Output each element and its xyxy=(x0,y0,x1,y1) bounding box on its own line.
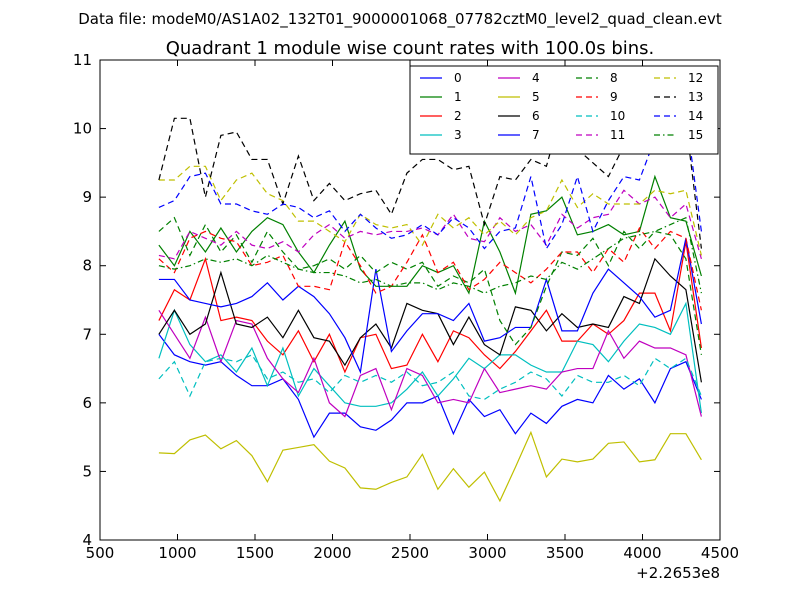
y-tick-label: 6 xyxy=(82,394,92,412)
y-tick-label: 8 xyxy=(82,257,92,275)
legend-label-3: 3 xyxy=(454,128,462,142)
legend-label-5: 5 xyxy=(532,90,540,104)
legend-label-1: 1 xyxy=(454,90,462,104)
x-tick-label: 3500 xyxy=(546,544,584,562)
series-line-1 xyxy=(158,174,702,296)
y-tick-label: 11 xyxy=(73,51,92,69)
legend-label-13: 13 xyxy=(688,90,703,104)
x-axis-offset-label: +2.2653e8 xyxy=(636,564,720,582)
x-tick-label: 500 xyxy=(86,544,115,562)
series-line-10 xyxy=(158,354,702,401)
series-line-7 xyxy=(158,238,702,375)
legend-label-9: 9 xyxy=(610,90,618,104)
legend-label-2: 2 xyxy=(454,109,462,123)
series-line-14 xyxy=(158,113,702,251)
x-tick-label: 1000 xyxy=(158,544,196,562)
legend-label-8: 8 xyxy=(610,71,618,85)
y-tick-label: 7 xyxy=(82,325,92,343)
series-line-13 xyxy=(158,109,702,249)
series-line-8 xyxy=(158,216,702,355)
series-line-5 xyxy=(158,430,702,503)
series-line-6 xyxy=(158,257,702,383)
x-tick-label: 3000 xyxy=(468,544,506,562)
legend-label-12: 12 xyxy=(688,71,703,85)
series-line-9 xyxy=(158,226,702,311)
legend-label-11: 11 xyxy=(610,128,625,142)
legend-label-10: 10 xyxy=(610,109,625,123)
x-tick-label: 1500 xyxy=(236,544,274,562)
series-line-3 xyxy=(158,301,702,414)
y-tick-label: 10 xyxy=(73,120,92,138)
series-line-4 xyxy=(158,309,702,418)
legend-label-14: 14 xyxy=(688,109,703,123)
series-layer xyxy=(158,109,702,503)
series-line-2 xyxy=(158,241,702,374)
y-tick-label: 5 xyxy=(82,462,92,480)
x-tick-label: 4000 xyxy=(623,544,661,562)
series-line-12 xyxy=(158,165,702,256)
series-line-15 xyxy=(158,216,702,294)
y-tick-label: 9 xyxy=(82,188,92,206)
legend-label-6: 6 xyxy=(532,109,540,123)
legend-label-15: 15 xyxy=(688,128,703,142)
x-tick-label: 2500 xyxy=(391,544,429,562)
x-tick-label: 2000 xyxy=(313,544,351,562)
x-tick-label: 4500 xyxy=(701,544,739,562)
chart-title: Quadrant 1 module wise count rates with … xyxy=(166,38,655,59)
legend-label-7: 7 xyxy=(532,128,540,142)
x-axis: 500 1000 1500 2000 2500 3000 3500 4000 4500 xyxy=(86,60,739,562)
series-line-11 xyxy=(158,189,702,260)
legend-label-0: 0 xyxy=(454,71,462,85)
y-tick-label: 4 xyxy=(82,531,92,549)
series-line-0 xyxy=(158,333,702,439)
figure-suptitle: Data file: modeM0/AS1A02_132T01_90000010… xyxy=(78,10,722,29)
legend-label-4: 4 xyxy=(532,71,540,85)
legend-box xyxy=(409,65,719,155)
